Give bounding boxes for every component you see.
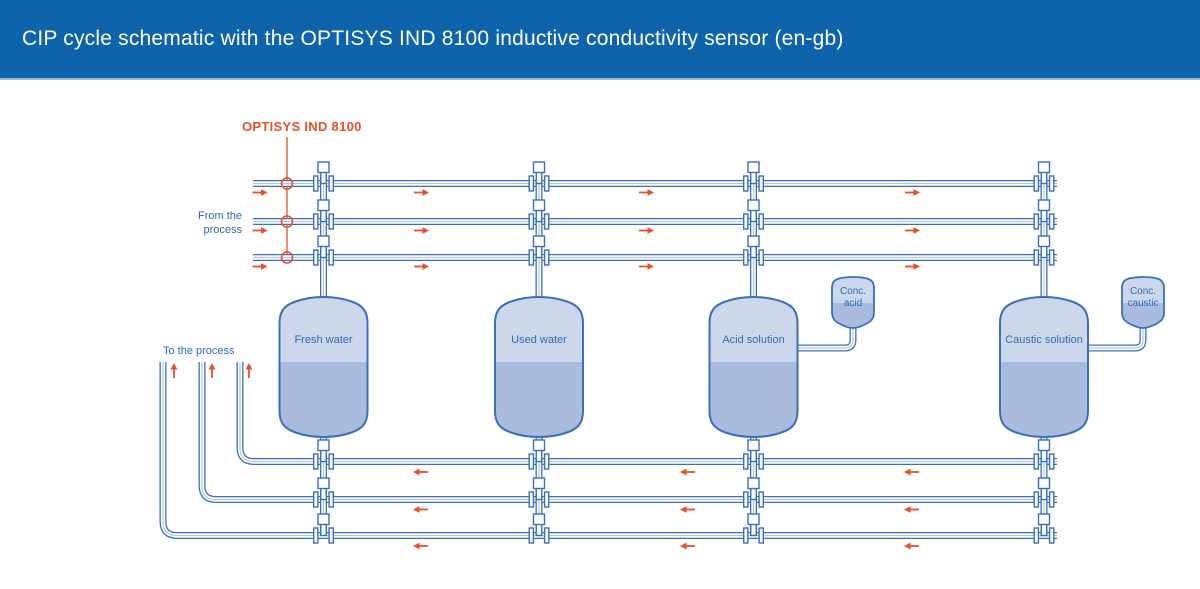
page-title: CIP cycle schematic with the OPTISYS IND…	[22, 27, 844, 50]
conc-caustic-label-line1: Conc.	[1130, 286, 1156, 297]
flow-arrow-right-icon	[413, 226, 430, 235]
flow-arrow-left-icon	[903, 541, 920, 551]
to-process-label: To the process	[163, 345, 235, 357]
flow-arrow-right-icon	[904, 226, 921, 235]
flow-arrow-up-icon	[244, 362, 254, 379]
tank-label-used-water: Used water	[511, 334, 567, 346]
conductivity-sensor-icon	[280, 215, 294, 228]
flow-arrow-left-icon	[903, 505, 920, 514]
flow-arrow-left-icon	[412, 467, 429, 477]
flow-arrow-right-icon	[638, 262, 655, 271]
flow-arrow-up-icon	[169, 362, 179, 379]
header-bar: CIP cycle schematic with the OPTISYS IND…	[0, 0, 1200, 80]
from-process-label-line2: process	[203, 224, 242, 236]
flow-arrow-left-icon	[412, 505, 429, 514]
pipe-conc-caustic-connector	[1088, 324, 1143, 348]
flow-arrow-right-icon	[638, 226, 655, 235]
conc-acid-label-line1: Conc.	[840, 286, 866, 297]
flow-arrow-right-icon	[251, 262, 269, 271]
tank-label-fresh-water: Fresh water	[294, 334, 352, 346]
conc-caustic-label-line2: caustic	[1127, 298, 1158, 309]
tank-fresh-water	[278, 296, 369, 438]
tank-used-water	[494, 296, 584, 438]
flow-arrow-left-icon	[412, 541, 429, 551]
conductivity-sensor-icon	[280, 251, 294, 264]
tank-caustic-solution	[999, 296, 1089, 438]
flow-arrow-left-icon	[679, 505, 696, 514]
flow-arrow-right-icon	[413, 188, 430, 197]
tank-conc-caustic	[1121, 276, 1165, 329]
flow-arrow-right-icon	[251, 226, 269, 235]
flow-arrow-right-icon	[413, 262, 430, 271]
flow-arrow-right-icon	[904, 262, 921, 271]
tank-label-caustic-solution: Caustic solution	[1005, 334, 1083, 346]
tank-acid-solution	[708, 296, 799, 438]
flow-arrow-left-icon	[679, 541, 696, 551]
tank-label-acid-solution: Acid solution	[722, 334, 784, 346]
flow-arrow-left-icon	[679, 467, 696, 477]
flow-arrow-left-icon	[903, 467, 920, 477]
sensor-callout-label: OPTISYS IND 8100	[242, 119, 362, 134]
flow-arrow-up-icon	[207, 362, 217, 379]
flow-arrow-right-icon	[904, 188, 921, 197]
tank-conc-acid	[831, 276, 875, 329]
conductivity-sensor-icon	[280, 177, 294, 190]
pipe-conc-acid-connector	[798, 324, 854, 348]
conc-acid-label-line2: acid	[844, 298, 862, 309]
flow-arrow-right-icon	[251, 188, 269, 197]
from-process-label-line1: From the	[198, 210, 242, 222]
flow-arrow-right-icon	[638, 188, 655, 197]
